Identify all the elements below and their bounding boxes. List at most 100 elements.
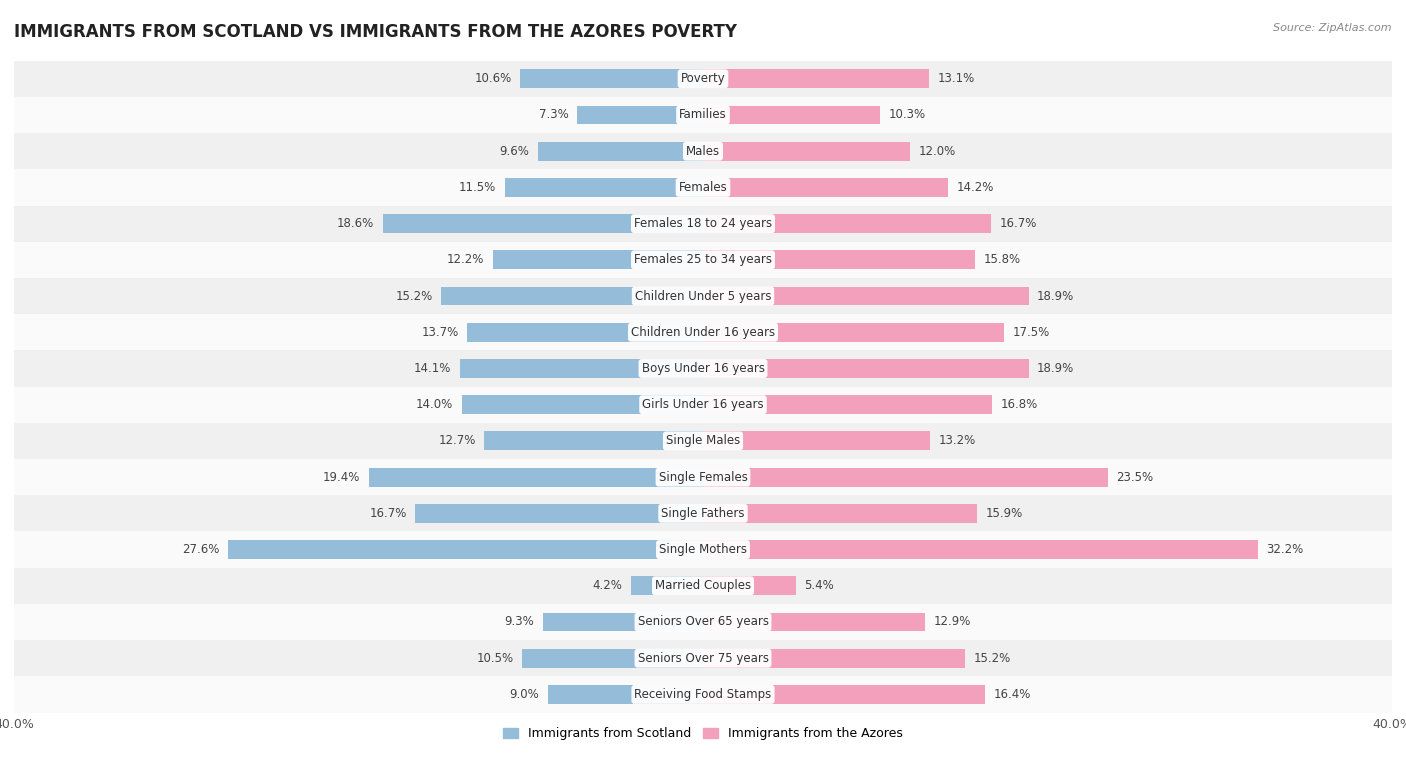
Text: 27.6%: 27.6%	[181, 543, 219, 556]
Bar	[14, 169, 1392, 205]
Text: Males: Males	[686, 145, 720, 158]
Bar	[703, 142, 910, 161]
Bar	[703, 105, 880, 124]
Text: 23.5%: 23.5%	[1116, 471, 1153, 484]
Bar	[14, 640, 1392, 676]
Text: 12.9%: 12.9%	[934, 615, 972, 628]
Text: Seniors Over 65 years: Seniors Over 65 years	[637, 615, 769, 628]
Text: 11.5%: 11.5%	[460, 181, 496, 194]
Text: Source: ZipAtlas.com: Source: ZipAtlas.com	[1274, 23, 1392, 33]
Text: Receiving Food Stamps: Receiving Food Stamps	[634, 688, 772, 701]
Text: 13.2%: 13.2%	[939, 434, 976, 447]
Text: Females 18 to 24 years: Females 18 to 24 years	[634, 217, 772, 230]
Text: 14.2%: 14.2%	[956, 181, 994, 194]
Bar	[14, 676, 1392, 713]
Bar	[703, 395, 993, 414]
Bar	[14, 350, 1392, 387]
Bar	[543, 612, 703, 631]
Text: 12.7%: 12.7%	[439, 434, 475, 447]
Text: 15.2%: 15.2%	[395, 290, 433, 302]
Text: Females: Females	[679, 181, 727, 194]
Bar	[703, 685, 986, 704]
Text: 7.3%: 7.3%	[538, 108, 568, 121]
Bar	[703, 69, 928, 88]
Text: 32.2%: 32.2%	[1267, 543, 1303, 556]
Bar	[14, 242, 1392, 278]
Bar	[382, 215, 703, 233]
Bar	[441, 287, 703, 305]
Bar	[484, 431, 703, 450]
Text: 13.7%: 13.7%	[422, 326, 458, 339]
Text: 10.3%: 10.3%	[889, 108, 927, 121]
Text: 9.3%: 9.3%	[505, 615, 534, 628]
Bar	[548, 685, 703, 704]
Bar	[494, 250, 703, 269]
Text: 12.2%: 12.2%	[447, 253, 484, 266]
Bar	[14, 495, 1392, 531]
Bar	[461, 395, 703, 414]
Bar	[467, 323, 703, 342]
Bar	[14, 531, 1392, 568]
Text: Single Fathers: Single Fathers	[661, 507, 745, 520]
Bar	[703, 359, 1029, 378]
Text: 13.1%: 13.1%	[938, 72, 974, 85]
Bar	[415, 504, 703, 523]
Bar	[631, 576, 703, 595]
Text: 18.9%: 18.9%	[1038, 290, 1074, 302]
Bar	[14, 278, 1392, 314]
Legend: Immigrants from Scotland, Immigrants from the Azores: Immigrants from Scotland, Immigrants fro…	[498, 722, 908, 745]
Text: 18.6%: 18.6%	[337, 217, 374, 230]
Bar	[14, 314, 1392, 350]
Text: Seniors Over 75 years: Seniors Over 75 years	[637, 652, 769, 665]
Bar	[14, 133, 1392, 169]
Text: 4.2%: 4.2%	[592, 579, 621, 592]
Bar	[522, 649, 703, 668]
Bar	[703, 323, 1004, 342]
Bar	[460, 359, 703, 378]
Text: 15.2%: 15.2%	[973, 652, 1011, 665]
Text: 12.0%: 12.0%	[918, 145, 956, 158]
Text: 5.4%: 5.4%	[804, 579, 834, 592]
Bar	[703, 250, 976, 269]
Bar	[505, 178, 703, 197]
Bar	[703, 504, 977, 523]
Text: Single Mothers: Single Mothers	[659, 543, 747, 556]
Bar	[703, 576, 796, 595]
Text: Children Under 5 years: Children Under 5 years	[634, 290, 772, 302]
Text: IMMIGRANTS FROM SCOTLAND VS IMMIGRANTS FROM THE AZORES POVERTY: IMMIGRANTS FROM SCOTLAND VS IMMIGRANTS F…	[14, 23, 737, 41]
Text: Single Males: Single Males	[666, 434, 740, 447]
Bar	[14, 604, 1392, 640]
Bar	[14, 61, 1392, 97]
Bar	[14, 387, 1392, 423]
Bar	[703, 431, 931, 450]
Text: Girls Under 16 years: Girls Under 16 years	[643, 398, 763, 411]
Bar	[14, 423, 1392, 459]
Text: 14.0%: 14.0%	[416, 398, 453, 411]
Text: 9.0%: 9.0%	[509, 688, 540, 701]
Bar	[228, 540, 703, 559]
Text: 19.4%: 19.4%	[323, 471, 360, 484]
Text: Poverty: Poverty	[681, 72, 725, 85]
Text: Children Under 16 years: Children Under 16 years	[631, 326, 775, 339]
Text: 15.9%: 15.9%	[986, 507, 1022, 520]
Bar	[703, 287, 1029, 305]
Text: 10.5%: 10.5%	[477, 652, 513, 665]
Text: 16.4%: 16.4%	[994, 688, 1032, 701]
Text: 14.1%: 14.1%	[415, 362, 451, 375]
Text: Families: Families	[679, 108, 727, 121]
Text: Married Couples: Married Couples	[655, 579, 751, 592]
Text: 16.8%: 16.8%	[1001, 398, 1038, 411]
Bar	[703, 178, 948, 197]
Text: 16.7%: 16.7%	[370, 507, 406, 520]
Bar	[14, 568, 1392, 604]
Bar	[14, 97, 1392, 133]
Text: 9.6%: 9.6%	[499, 145, 529, 158]
Text: Boys Under 16 years: Boys Under 16 years	[641, 362, 765, 375]
Bar	[14, 459, 1392, 495]
Text: 15.8%: 15.8%	[984, 253, 1021, 266]
Bar	[703, 215, 991, 233]
Bar	[578, 105, 703, 124]
Bar	[14, 205, 1392, 242]
Bar	[703, 612, 925, 631]
Text: 18.9%: 18.9%	[1038, 362, 1074, 375]
